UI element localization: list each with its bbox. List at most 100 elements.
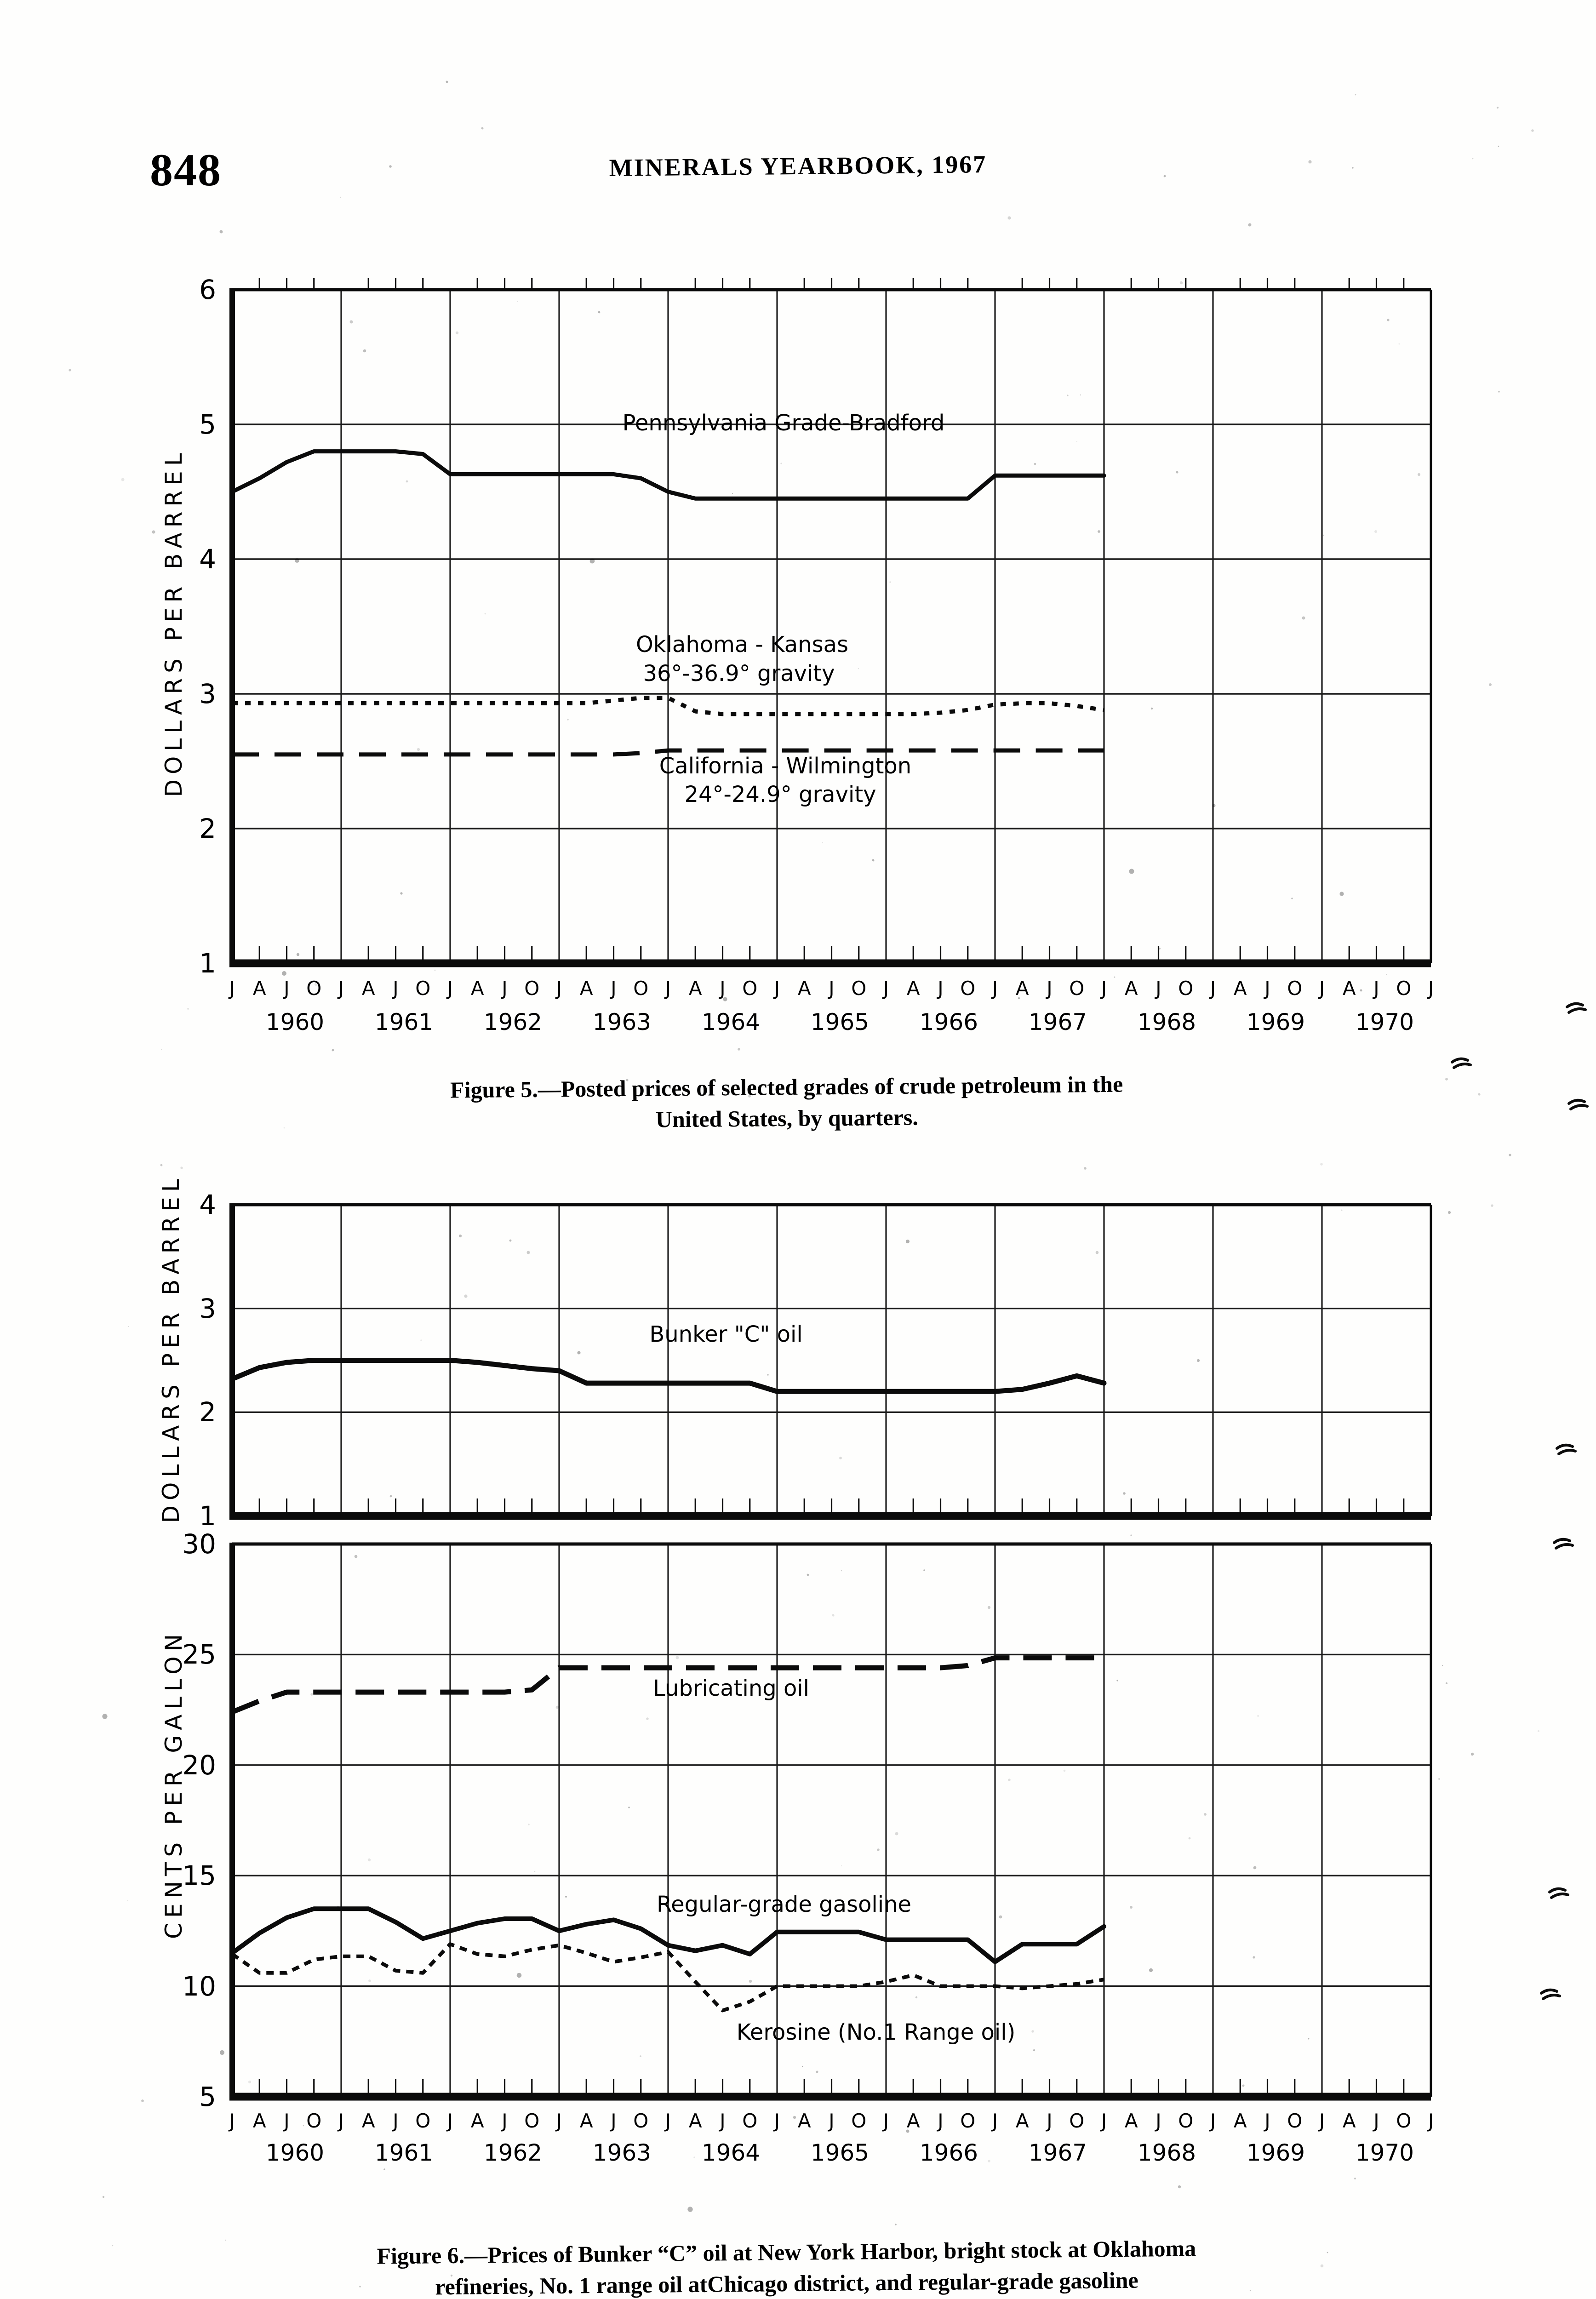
quarter-tick-label: O — [1178, 977, 1194, 1000]
quarter-tick-label: J — [556, 977, 562, 1000]
quarter-tick-label: J — [556, 2110, 562, 2132]
series-label-california-line1: California - Wilmington — [659, 753, 912, 779]
scan-speckle — [225, 2239, 227, 2241]
scan-speckle — [858, 668, 859, 669]
scan-artifact — [1548, 1887, 1569, 1899]
series-line-0-1 — [232, 696, 1104, 716]
series-label-california-line2: 24°-24.9° gravity — [684, 782, 876, 807]
quarter-tick-label: O — [1287, 977, 1303, 1000]
quarter-tick-label: J — [1373, 977, 1379, 1000]
scan-speckle — [180, 1167, 183, 1169]
scan-speckle — [1123, 1492, 1126, 1495]
scan-speckle — [363, 349, 366, 353]
year-label: 1969 — [1246, 1009, 1305, 1035]
quarter-tick-label: J — [229, 2110, 235, 2132]
quarter-tick-label: A — [579, 2110, 593, 2132]
scan-speckle — [1341, 1209, 1343, 1211]
scan-speckle — [310, 1693, 313, 1696]
scan-speckle — [102, 2196, 105, 2198]
scan-speckle — [1320, 1163, 1323, 1166]
scan-speckle — [400, 892, 403, 895]
scan-artifact — [1540, 1988, 1561, 2000]
year-label: 1961 — [374, 1009, 434, 1035]
year-label: 1970 — [1355, 1009, 1414, 1035]
scan-speckle — [793, 2116, 796, 2119]
quarter-tick-label: J — [393, 977, 399, 1000]
quarter-tick-label: J — [829, 2110, 835, 2132]
scan-speckle — [1158, 947, 1161, 950]
scan-speckle — [296, 953, 300, 956]
scan-speckle — [872, 859, 875, 862]
scan-speckle — [555, 1705, 559, 1709]
scan-speckle — [339, 196, 341, 198]
quarter-tick-label: J — [338, 977, 344, 1000]
quarter-tick-label: O — [306, 2110, 322, 2132]
series-line-2-1 — [230, 1906, 1106, 1964]
y-tick-label: 10 — [182, 1970, 216, 2002]
quarter-tick-label: J — [992, 977, 998, 1000]
scan-speckle — [141, 2099, 144, 2102]
quarter-tick-label: O — [524, 977, 540, 1000]
scan-speckle — [1034, 463, 1036, 465]
quarter-tick-label: A — [1233, 2110, 1247, 2132]
quarter-tick-label: O — [633, 2110, 649, 2132]
scan-speckle — [923, 1569, 925, 1571]
quarter-tick-label: J — [447, 2110, 453, 2132]
quarter-tick-label: A — [579, 977, 593, 1000]
scan-speckle — [1248, 223, 1252, 227]
scan-speckle — [1212, 804, 1216, 807]
scan-speckle — [1176, 471, 1178, 474]
series-line-0-2 — [232, 748, 1104, 757]
quarter-tick-label: O — [1069, 2110, 1085, 2132]
quarter-tick-label: A — [688, 977, 702, 1000]
quarter-tick-label: A — [361, 977, 375, 1000]
quarter-tick-label: J — [774, 2110, 780, 2132]
scan-speckle — [389, 1495, 392, 1498]
scan-speckle — [801, 2065, 803, 2067]
figure6-caption: Figure 6.—Prices of Bunker “C” oil at Ne… — [143, 2230, 1431, 2299]
quarter-tick-label: J — [338, 2110, 344, 2132]
scan-speckle — [1114, 976, 1115, 978]
scan-speckle — [640, 2055, 641, 2057]
quarter-tick-label: J — [883, 977, 889, 1000]
scan-speckle — [749, 1979, 752, 1983]
scan-speckle — [1257, 1715, 1259, 1717]
year-label: 1962 — [483, 2139, 543, 2166]
quarter-tick-label: J — [611, 977, 617, 1000]
scan-speckle — [1446, 1682, 1447, 1684]
scan-speckle — [528, 1824, 530, 1825]
scan-speckle — [248, 2080, 252, 2084]
quarter-tick-label: A — [1233, 977, 1247, 1000]
y-tick-label: 4 — [199, 1189, 216, 1220]
scan-speckle — [999, 1915, 1002, 1919]
scan-artifact — [1556, 1443, 1577, 1455]
scan-speckle — [389, 165, 392, 168]
scan-speckle — [152, 530, 155, 534]
scan-speckle — [1509, 1154, 1511, 1156]
quarter-tick-label: O — [851, 977, 867, 1000]
quarter-tick-label: J — [938, 2110, 944, 2132]
scan-speckle — [816, 2070, 818, 2073]
scan-speckle — [1308, 2038, 1310, 2040]
scan-speckle — [1387, 319, 1390, 321]
scan-speckle — [1130, 1906, 1133, 1909]
scan-speckle — [517, 301, 518, 302]
quarter-tick-label: A — [797, 2110, 811, 2132]
scan-speckle — [1179, 281, 1183, 285]
scan-speckle — [1398, 343, 1400, 345]
quarter-tick-label: A — [1124, 977, 1138, 1000]
scan-speckle — [565, 1896, 567, 1898]
quarter-tick-label: J — [720, 2110, 726, 2132]
scan-speckle — [534, 1870, 536, 1872]
scan-speckle — [1242, 2084, 1245, 2087]
scan-speckle — [1355, 94, 1356, 96]
year-label: 1960 — [265, 1009, 325, 1035]
quarter-tick-label: A — [1015, 977, 1029, 1000]
quarter-tick-label: J — [1373, 2110, 1379, 2132]
scan-speckle — [359, 2286, 361, 2288]
scan-speckle — [589, 558, 595, 564]
scan-speckle — [160, 1164, 163, 1167]
scan-speckle — [337, 1905, 339, 1908]
scan-speckle — [832, 1614, 835, 1617]
scan-speckle — [1308, 160, 1312, 164]
